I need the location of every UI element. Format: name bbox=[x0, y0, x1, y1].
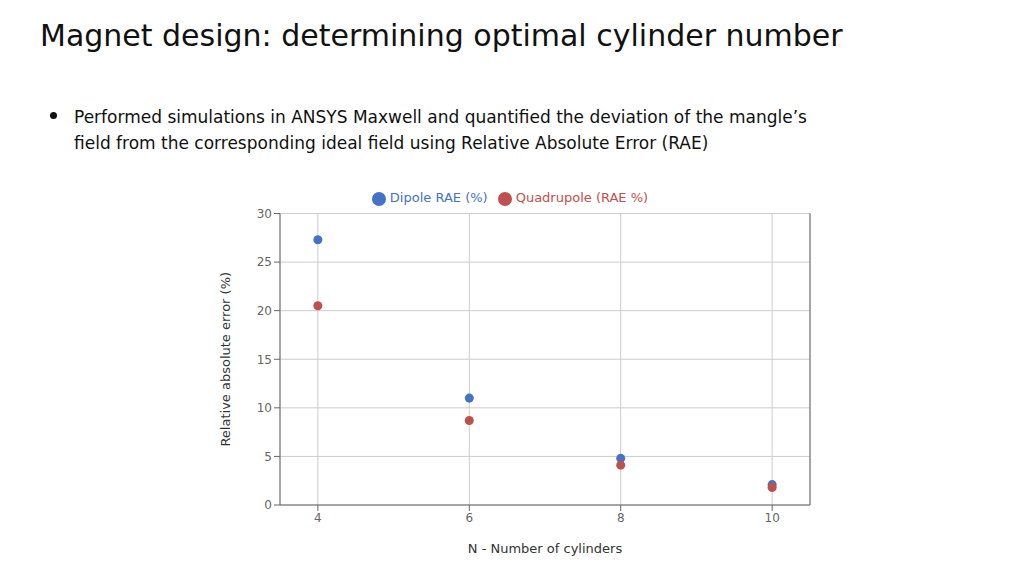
svg-text:20: 20 bbox=[257, 304, 272, 318]
html-text:Performed simulations in ANSYS: Performed simulations in ANSYS Maxwell a… bbox=[74, 107, 807, 127]
svg-text:5: 5 bbox=[264, 450, 272, 464]
html-text:Dipole RAE (%): Dipole RAE (%) bbox=[389, 190, 488, 205]
html-text:Quadrupole (RAE %): Quadrupole (RAE %) bbox=[515, 190, 649, 205]
svg-text:8: 8 bbox=[617, 511, 625, 525]
svg-text:N - Number of cylinders: N - Number of cylinders bbox=[468, 541, 623, 556]
svg-text:15: 15 bbox=[257, 353, 272, 367]
svg-text:6: 6 bbox=[465, 511, 473, 525]
svg-text:Relative absolute error (%): Relative absolute error (%) bbox=[218, 272, 233, 447]
svg-text:10: 10 bbox=[765, 511, 780, 525]
svg-text:10: 10 bbox=[257, 401, 272, 415]
svg-text:30: 30 bbox=[257, 207, 272, 221]
svg-text:0: 0 bbox=[264, 498, 272, 512]
html-text:Magnet design: determining opt: Magnet design: determining optimal cylin… bbox=[40, 18, 843, 53]
html-text:field from the corresponding i: field from the corresponding ideal field… bbox=[74, 133, 709, 153]
svg-text:4: 4 bbox=[314, 511, 322, 525]
svg-text:25: 25 bbox=[257, 255, 272, 269]
